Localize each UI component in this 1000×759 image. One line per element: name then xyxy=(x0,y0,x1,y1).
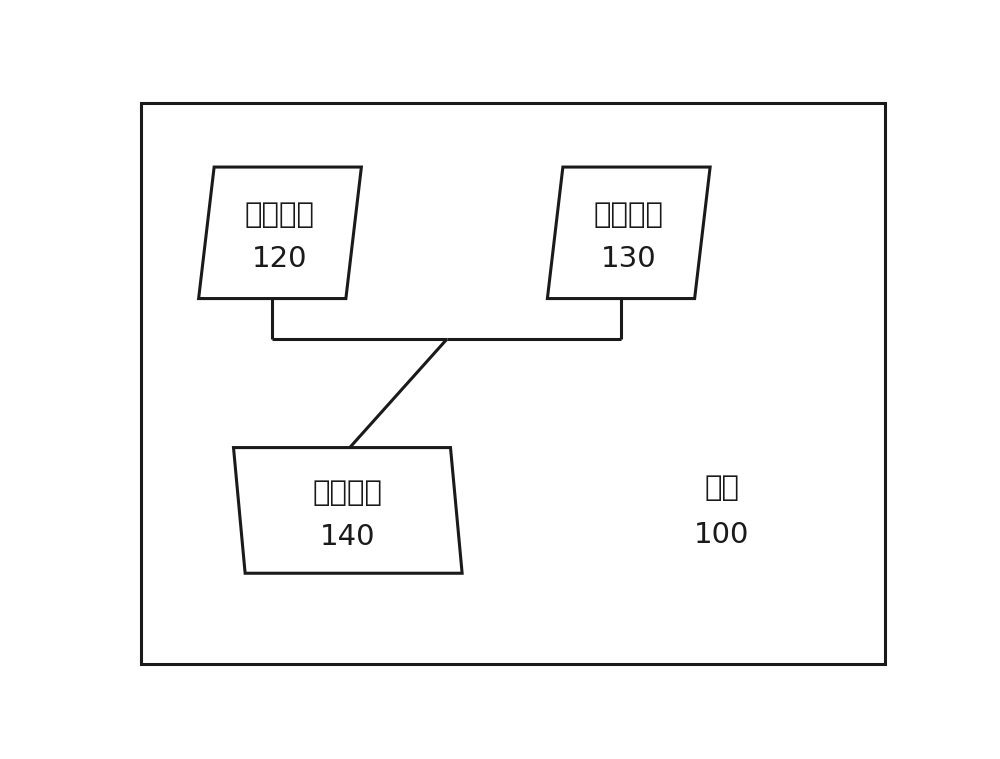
Polygon shape xyxy=(199,167,361,298)
Text: 120: 120 xyxy=(252,245,308,273)
Text: 100: 100 xyxy=(694,521,749,550)
Polygon shape xyxy=(547,167,710,298)
Text: 标准单元: 标准单元 xyxy=(245,201,315,229)
Text: 标准单元: 标准单元 xyxy=(594,201,664,229)
Text: 130: 130 xyxy=(601,245,657,273)
Text: 电路: 电路 xyxy=(704,474,739,502)
Polygon shape xyxy=(234,448,462,573)
Text: 140: 140 xyxy=(320,523,376,551)
Text: 标准单元: 标准单元 xyxy=(313,479,383,507)
